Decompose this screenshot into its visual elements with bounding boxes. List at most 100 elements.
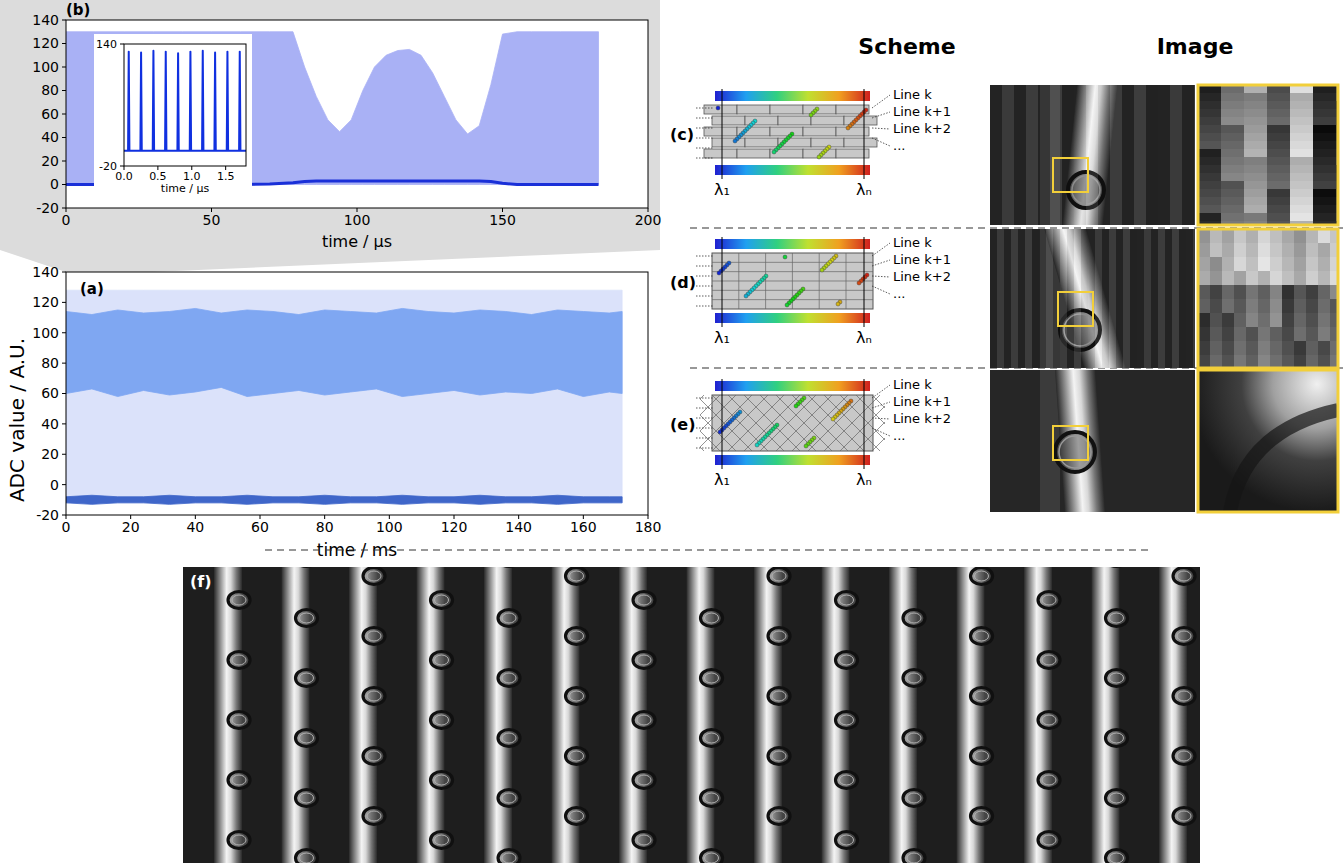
pixel-artifact <box>1109 229 1116 368</box>
leader-line <box>872 418 890 419</box>
pixel-block <box>704 105 737 114</box>
bubble-ring <box>435 595 449 605</box>
bubble <box>498 610 520 627</box>
bubble-edge <box>431 832 453 849</box>
scan-line <box>696 428 713 429</box>
leader-line <box>872 243 890 256</box>
zoom-pixel <box>1244 197 1267 205</box>
zoom-pixel <box>1221 125 1244 133</box>
line-label: Line k+1 <box>893 252 951 267</box>
pixel-block <box>712 116 745 125</box>
zoom-pixel <box>1282 355 1294 368</box>
zoom-frame <box>1198 370 1338 512</box>
y-tick <box>62 184 66 185</box>
zoom-pixel <box>1282 285 1294 299</box>
column-header: Scheme <box>858 34 955 59</box>
bubble-ring <box>637 715 651 725</box>
bubble-edge <box>768 748 790 765</box>
grid-line <box>700 395 752 451</box>
plot-area <box>66 20 648 208</box>
y-tick <box>62 90 66 91</box>
zoom-pixel <box>1258 257 1270 271</box>
y-tick <box>62 20 66 21</box>
zoom-pixel <box>1313 125 1336 133</box>
wavelength-marker <box>722 237 723 327</box>
sample-dot <box>831 417 835 421</box>
zoom-pixel <box>1267 205 1290 213</box>
zoom-pixel <box>1306 327 1318 341</box>
bubble-ring <box>502 673 516 683</box>
zoom-pixel <box>1222 299 1234 313</box>
bubble-edge <box>701 610 723 627</box>
bubble <box>836 652 858 669</box>
y-axis-title: ADC value / A.U. <box>5 338 29 502</box>
pixel-artifact <box>1039 229 1046 368</box>
zoom-pixel <box>1267 101 1290 109</box>
sample-dot <box>755 443 759 447</box>
wavelength-label: λ₁ <box>714 328 730 347</box>
y-tick <box>62 454 66 455</box>
bubble <box>566 748 588 765</box>
pixel-artifact <box>1046 229 1053 368</box>
bubble-ring <box>367 571 381 581</box>
zoom-pixel <box>1306 257 1318 271</box>
pixel-artifact <box>1144 229 1151 368</box>
bubble-ring <box>772 631 786 641</box>
y-tick <box>62 515 66 516</box>
grid-line <box>808 395 864 451</box>
bubble-ring <box>705 613 719 623</box>
zoom-pixel <box>1270 257 1282 271</box>
y-tick-label: 140 <box>32 264 59 280</box>
bubble <box>701 850 723 864</box>
pixel-artifact <box>1165 229 1172 368</box>
x-tick-label: 80 <box>316 519 334 535</box>
y-tick-label: 60 <box>41 385 59 401</box>
bubble-edge <box>1038 592 1060 609</box>
bubble <box>903 730 925 747</box>
pixel-block <box>712 138 745 147</box>
zoom-pixel <box>1221 205 1244 213</box>
zoom-pixel <box>1290 141 1313 149</box>
scan-line <box>696 118 713 119</box>
bubble <box>296 670 318 687</box>
sample-dot <box>717 271 721 275</box>
pixel-artifact <box>1018 229 1025 368</box>
zoom-pixel <box>1258 271 1270 285</box>
bubble-ring <box>772 751 786 761</box>
leader-line <box>872 276 890 277</box>
zoom-pixel <box>1210 257 1222 271</box>
zoom-pixel <box>1313 101 1336 109</box>
y-tick <box>62 484 66 485</box>
zoom-pixel <box>1221 133 1244 141</box>
zoom-pixel <box>1294 299 1306 313</box>
bubble-edge <box>228 712 250 729</box>
zoom-pixel <box>1313 149 1336 157</box>
bubble-edge <box>228 592 250 609</box>
bubble-edge <box>1106 670 1128 687</box>
bubble-edge <box>363 628 385 645</box>
wavelength-label: λ₁ <box>714 180 730 199</box>
line-label: Line k+2 <box>893 411 951 426</box>
marks <box>124 51 246 151</box>
scan-line <box>696 276 713 277</box>
bubble-ring <box>637 775 651 785</box>
bubble <box>633 592 655 609</box>
bubble-edge <box>836 712 858 729</box>
pixel-artifact <box>1095 229 1102 368</box>
zoom-pixel <box>1258 313 1270 327</box>
y-tick-label: -20 <box>36 507 59 523</box>
zoom-pixel <box>1244 133 1267 141</box>
zoom-pixel <box>1221 93 1244 101</box>
zoom-pixel <box>1234 285 1246 299</box>
grid-line <box>840 395 885 451</box>
grid-line <box>700 395 736 451</box>
bubble <box>566 628 588 645</box>
zoom-pixel <box>1222 271 1234 285</box>
sample-dot <box>809 113 813 117</box>
bubble-edge <box>566 688 588 705</box>
chart-background <box>94 34 252 196</box>
bubble <box>566 568 588 585</box>
bubble <box>498 850 520 864</box>
zoom-pixel <box>1270 355 1282 368</box>
pixel-artifact <box>1137 229 1144 368</box>
